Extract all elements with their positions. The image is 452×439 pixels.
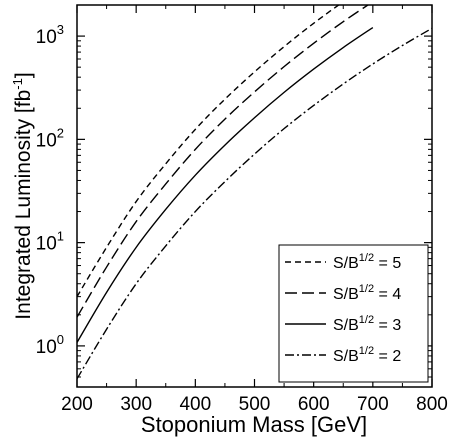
x-tick-label: 800: [416, 394, 448, 415]
x-tick-label: 200: [61, 394, 93, 415]
series-line: [77, 5, 340, 297]
legend-label: S/B1/2 = 2: [333, 345, 401, 365]
y-tick-label: 100: [36, 332, 64, 358]
y-axis-ticks: 100 101 102 103: [36, 4, 432, 388]
legend-label: S/B1/2 = 4: [333, 283, 401, 303]
legend-box: [278, 244, 429, 383]
series-curves: [77, 5, 432, 380]
y-axis-label-main: Integrated Luminosity [fb: [12, 90, 35, 320]
y-tick-label: 103: [36, 22, 64, 48]
legend-label: S/B1/2 = 3: [333, 314, 401, 334]
x-axis-ticks: 200 300 400 500 600 700 800: [61, 5, 448, 415]
x-tick-label: 700: [357, 394, 389, 415]
x-tick-label: 500: [239, 394, 271, 415]
legend: S/B1/2 = 5 S/B1/2 = 4 S/B1/2 = 3 S/B1/2 = 2: [278, 244, 429, 383]
y-tick-label: 101: [36, 229, 64, 255]
y-axis-label: Integrated Luminosity [fb-1]: [10, 72, 35, 319]
y-axis-label-sup: -1: [10, 78, 25, 90]
y-axis-label-end: ]: [12, 72, 35, 78]
x-axis-label: Stoponium Mass [GeV]: [141, 412, 367, 437]
y-tick-label: 102: [36, 125, 64, 151]
x-tick-label: 600: [298, 394, 330, 415]
series-line: [77, 5, 370, 318]
x-tick-label: 400: [179, 394, 211, 415]
series-line: [77, 26, 374, 343]
legend-label: S/B1/2 = 5: [333, 252, 401, 272]
x-tick-label: 300: [120, 394, 152, 415]
